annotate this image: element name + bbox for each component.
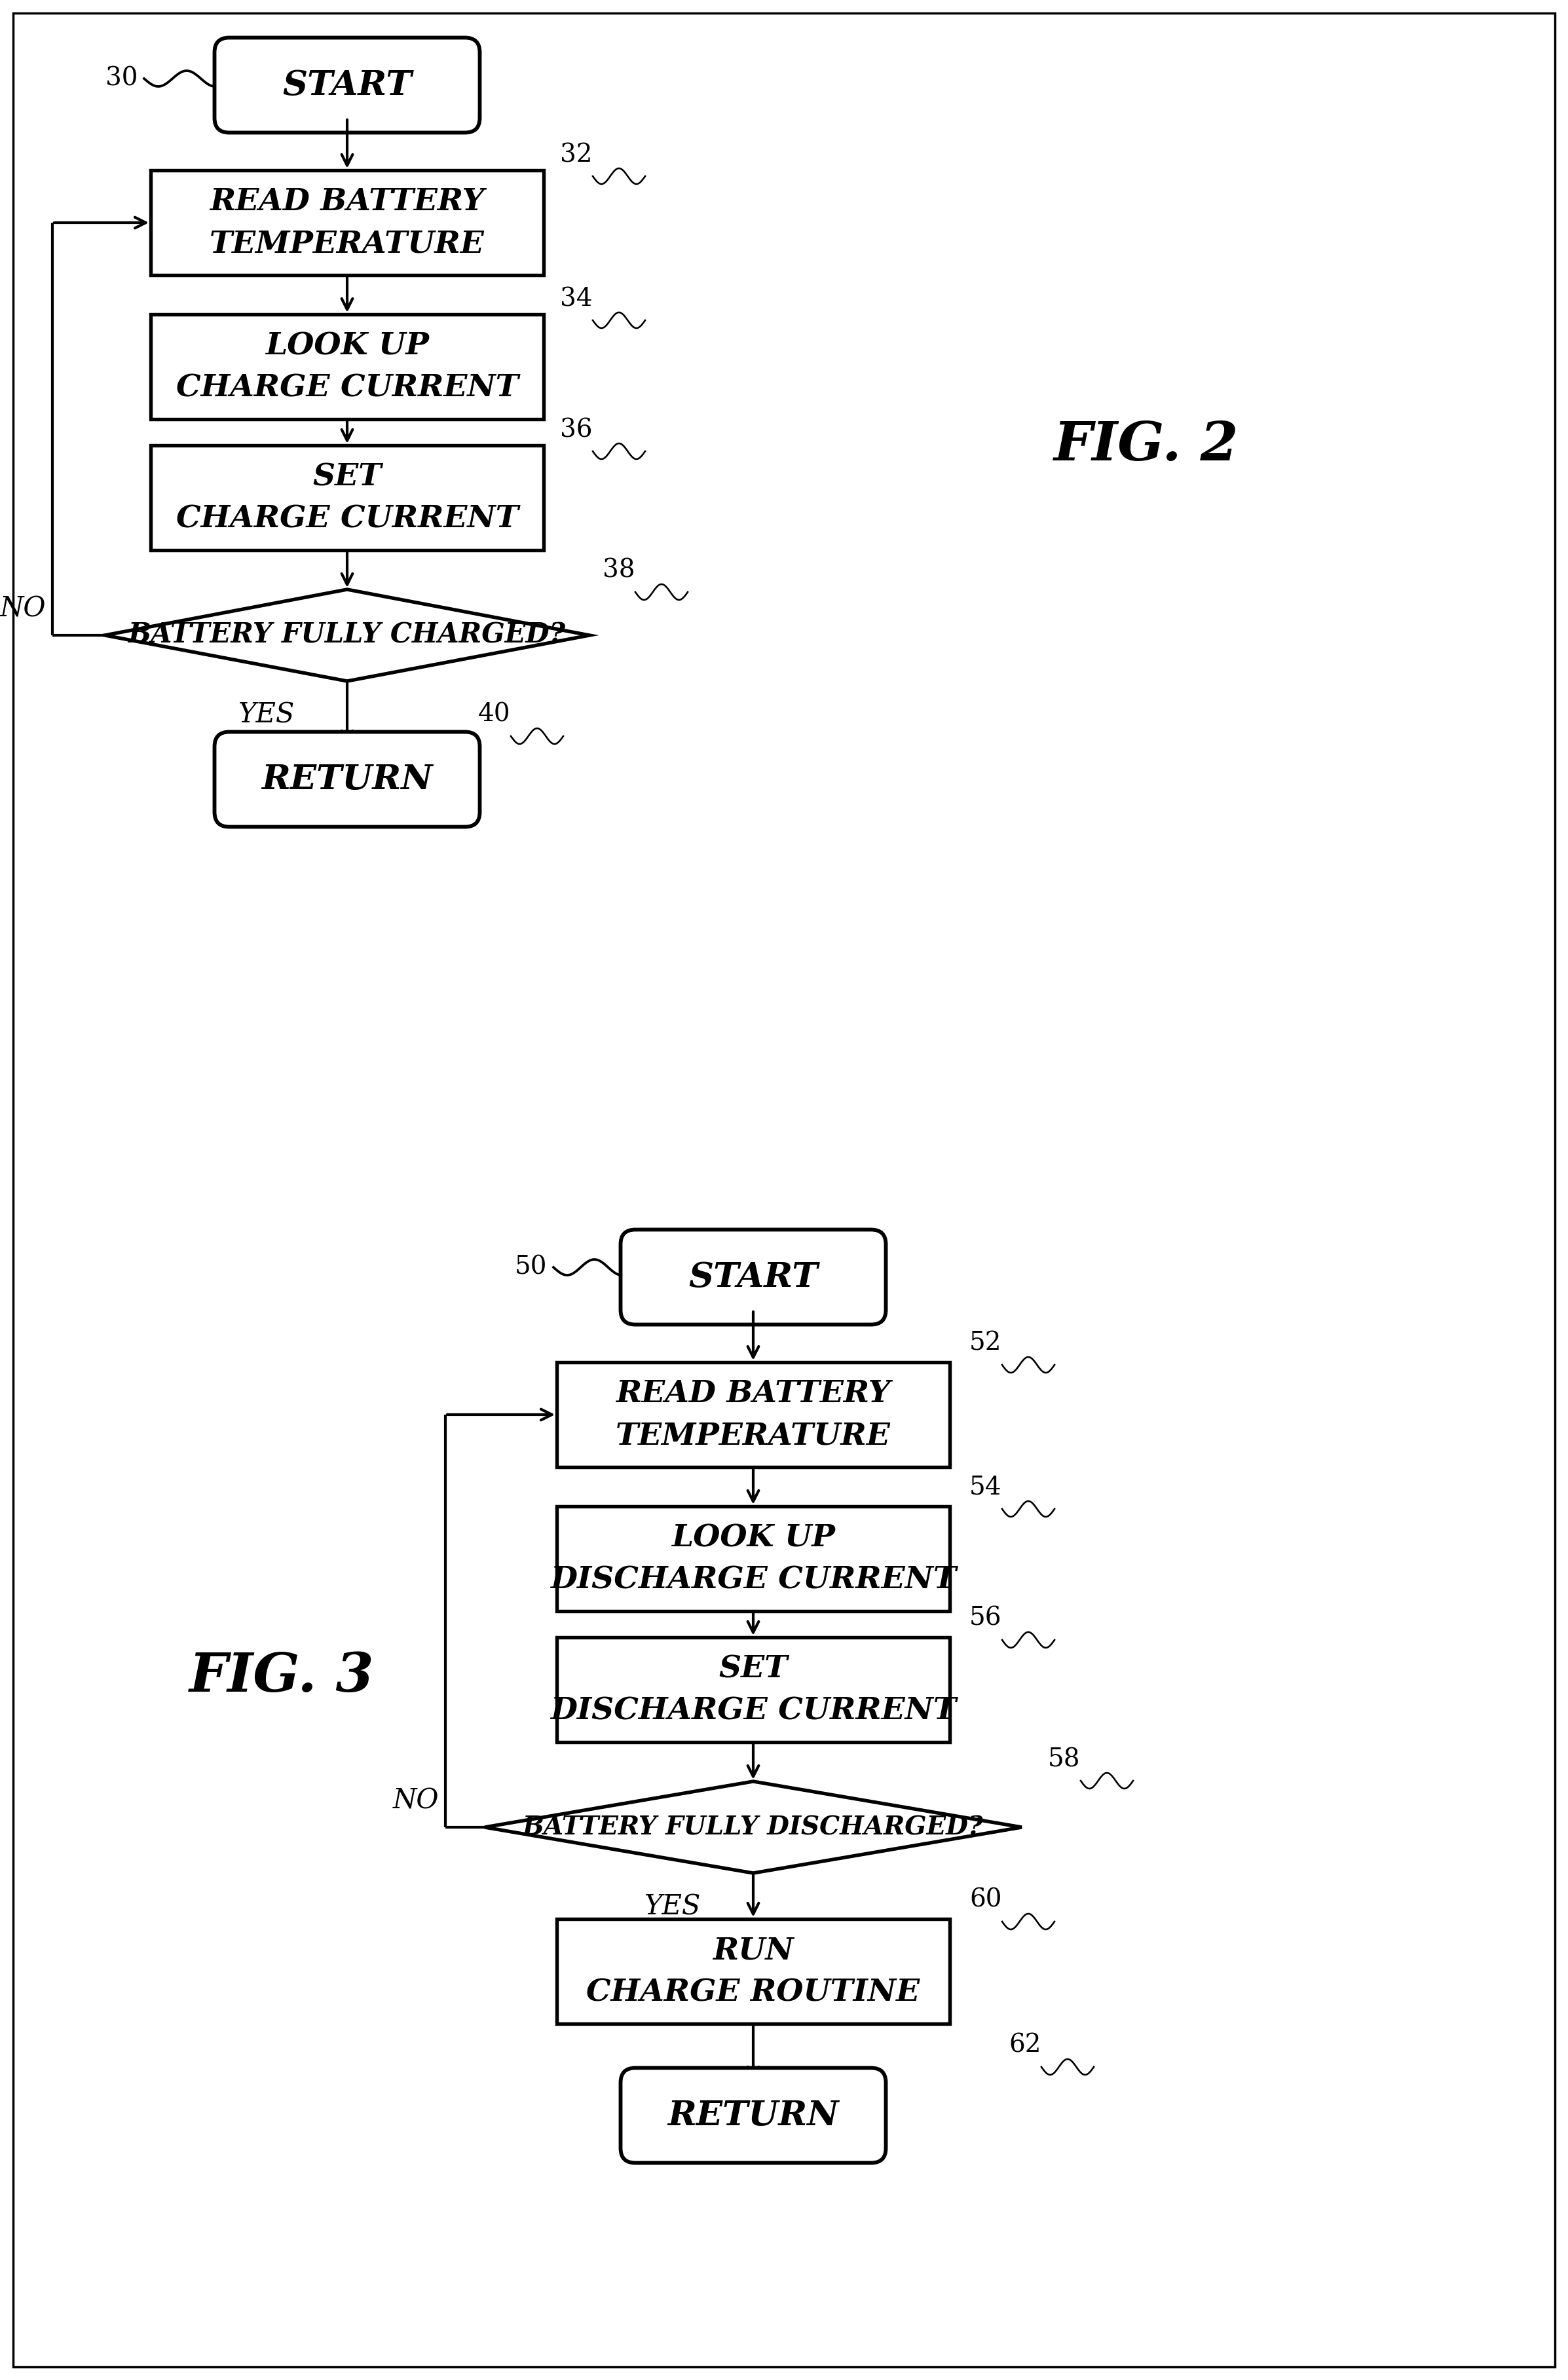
Text: 30: 30 xyxy=(105,67,138,90)
Bar xyxy=(151,445,544,550)
Bar xyxy=(557,1361,950,1466)
Text: 36: 36 xyxy=(560,419,593,443)
FancyBboxPatch shape xyxy=(215,733,480,826)
Text: RETURN: RETURN xyxy=(668,2099,839,2132)
Text: 54: 54 xyxy=(969,1476,1002,1499)
Text: 52: 52 xyxy=(969,1330,1002,1357)
Bar xyxy=(151,314,544,419)
Text: 38: 38 xyxy=(602,559,635,583)
Text: NO: NO xyxy=(392,1787,439,1814)
Text: SET
DISCHARGE CURRENT: SET DISCHARGE CURRENT xyxy=(550,1654,956,1725)
Text: READ BATTERY
TEMPERATURE: READ BATTERY TEMPERATURE xyxy=(210,186,485,259)
Text: 40: 40 xyxy=(478,702,511,726)
Text: 50: 50 xyxy=(514,1254,547,1280)
Text: BATTERY FULLY DISCHARGED?: BATTERY FULLY DISCHARGED? xyxy=(522,1816,983,1840)
FancyBboxPatch shape xyxy=(215,38,480,133)
Text: SET
CHARGE CURRENT: SET CHARGE CURRENT xyxy=(176,462,519,533)
Text: RUN
CHARGE ROUTINE: RUN CHARGE ROUTINE xyxy=(586,1935,920,2006)
Bar xyxy=(557,1918,950,2023)
Text: READ BATTERY
TEMPERATURE: READ BATTERY TEMPERATURE xyxy=(616,1378,891,1452)
Text: RETURN: RETURN xyxy=(262,762,433,795)
Text: 32: 32 xyxy=(560,143,593,167)
Text: START: START xyxy=(282,69,412,102)
Text: 62: 62 xyxy=(1008,2033,1041,2059)
Text: FIG. 2: FIG. 2 xyxy=(1054,419,1239,471)
Text: LOOK UP
DISCHARGE CURRENT: LOOK UP DISCHARGE CURRENT xyxy=(550,1523,956,1595)
Text: LOOK UP
CHARGE CURRENT: LOOK UP CHARGE CURRENT xyxy=(176,331,519,402)
Text: 60: 60 xyxy=(969,1887,1002,1914)
Text: 56: 56 xyxy=(969,1607,1002,1630)
Polygon shape xyxy=(105,590,590,681)
Bar xyxy=(557,1637,950,1742)
Bar xyxy=(151,171,544,276)
Text: START: START xyxy=(688,1261,818,1295)
Text: BATTERY FULLY CHARGED?: BATTERY FULLY CHARGED? xyxy=(129,621,566,650)
Text: YES: YES xyxy=(644,1892,701,1921)
Text: 34: 34 xyxy=(560,288,593,312)
Text: FIG. 3: FIG. 3 xyxy=(190,1649,375,1702)
Text: 58: 58 xyxy=(1047,1747,1080,1771)
Polygon shape xyxy=(485,1780,1022,1873)
FancyBboxPatch shape xyxy=(621,1230,886,1326)
Text: YES: YES xyxy=(238,700,295,728)
Bar xyxy=(557,1507,950,1611)
FancyBboxPatch shape xyxy=(621,2068,886,2163)
Text: NO: NO xyxy=(0,595,45,621)
